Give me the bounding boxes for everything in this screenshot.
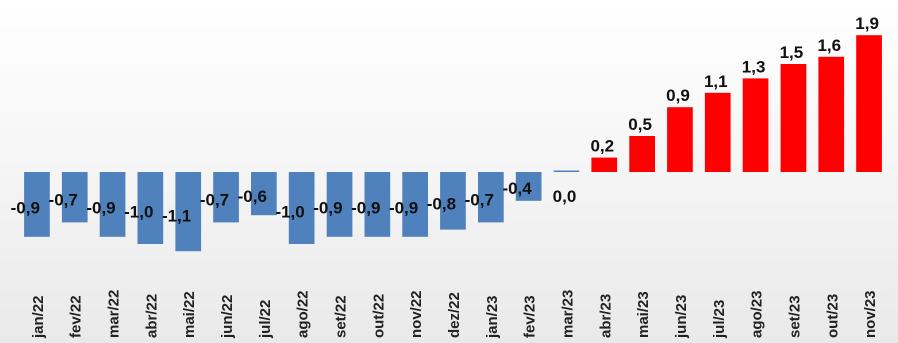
x-tick-label: jul/22 <box>257 300 274 339</box>
x-tick-label: dez/22 <box>446 292 463 338</box>
value-label: -0,7 <box>465 191 494 210</box>
value-label: 0,5 <box>628 115 652 134</box>
bar-fev/22 <box>61 172 88 223</box>
value-label: -0,7 <box>49 191 78 210</box>
bar-set/23 <box>780 64 807 172</box>
bar-jun/22 <box>213 172 239 223</box>
x-tick-label: abr/23 <box>597 294 614 338</box>
value-label: -0,8 <box>427 195 456 214</box>
x-tick-label: set/23 <box>786 295 803 338</box>
x-tick-label: jul/23 <box>711 300 728 339</box>
bar-jan/22 <box>24 172 50 237</box>
bar-jul/23 <box>704 92 731 172</box>
x-tick-label: out/23 <box>824 294 841 338</box>
bar-out/22 <box>364 172 391 237</box>
bar-abr/22 <box>137 172 164 244</box>
bar-out/23 <box>818 56 845 172</box>
value-label: -1,0 <box>275 203 304 222</box>
value-label: -0,9 <box>86 199 115 218</box>
x-tick-label: mai/23 <box>635 291 652 338</box>
value-label: -1,0 <box>124 203 153 222</box>
bar-set/22 <box>326 172 353 237</box>
bar-jun/23 <box>667 107 693 172</box>
x-tick-label: set/22 <box>333 295 350 338</box>
bar-nov/22 <box>402 172 428 237</box>
bar-ago/23 <box>742 78 769 172</box>
x-tick-label: nov/22 <box>408 290 425 338</box>
x-tick-labels-group: jan/22 fev/22 mar/22 abr/22 mai/22 jun/22 jul/… <box>30 290 879 339</box>
x-tick-label: mar/22 <box>106 290 123 338</box>
x-tick-label: nov/23 <box>862 290 879 338</box>
bar-ago/22 <box>288 172 315 244</box>
bar-jan/23 <box>478 172 504 223</box>
value-label: 1,5 <box>780 43 804 62</box>
value-label: -0,9 <box>11 199 40 218</box>
value-labels-group: -0,9 -0,7 -0,9 -1,0 -1,1 -0,7 -0,6 -1,0 -0,9 -0,9… <box>11 14 879 225</box>
x-tick-label: abr/22 <box>143 294 160 338</box>
bar-jul/22 <box>251 172 277 216</box>
x-tick-label: out/22 <box>370 294 387 338</box>
x-tick-label: fev/23 <box>522 295 539 338</box>
bar-fev/23 <box>515 172 542 201</box>
x-tick-label: ago/22 <box>295 290 312 338</box>
x-tick-label: jan/23 <box>484 295 501 339</box>
value-label: -1,1 <box>162 207 191 226</box>
x-tick-label: fev/22 <box>68 295 85 338</box>
x-tick-label: mai/22 <box>181 291 198 338</box>
value-label: -0,4 <box>502 179 532 198</box>
value-label: 0,9 <box>666 86 690 105</box>
bar-abr/23 <box>591 157 618 172</box>
value-label: -0,6 <box>238 187 267 206</box>
value-label: 0,0 <box>553 187 577 206</box>
value-label: 1,1 <box>704 72 728 91</box>
value-label: 0,2 <box>590 137 614 156</box>
bar-mar/23 <box>553 170 580 172</box>
bar-mar/22 <box>99 172 126 237</box>
value-label: -0,9 <box>313 199 342 218</box>
value-label: 1,3 <box>742 57 766 76</box>
x-tick-label: jan/22 <box>30 295 47 339</box>
bar-mai/23 <box>629 136 655 172</box>
bars-group <box>24 35 882 252</box>
value-label: -0,9 <box>389 199 418 218</box>
x-tick-label: ago/23 <box>749 290 766 338</box>
x-tick-label: jun/23 <box>673 295 690 339</box>
value-label: 1,6 <box>817 36 841 55</box>
bar-nov/23 <box>856 35 882 173</box>
x-tick-label: jun/22 <box>219 295 236 339</box>
bar-mai/22 <box>175 172 202 252</box>
x-tick-label: mar/23 <box>560 290 577 338</box>
bar-dez/22 <box>440 172 466 230</box>
value-label: -0,9 <box>351 199 380 218</box>
value-label: 1,9 <box>855 14 879 33</box>
value-label: -0,7 <box>200 191 229 210</box>
